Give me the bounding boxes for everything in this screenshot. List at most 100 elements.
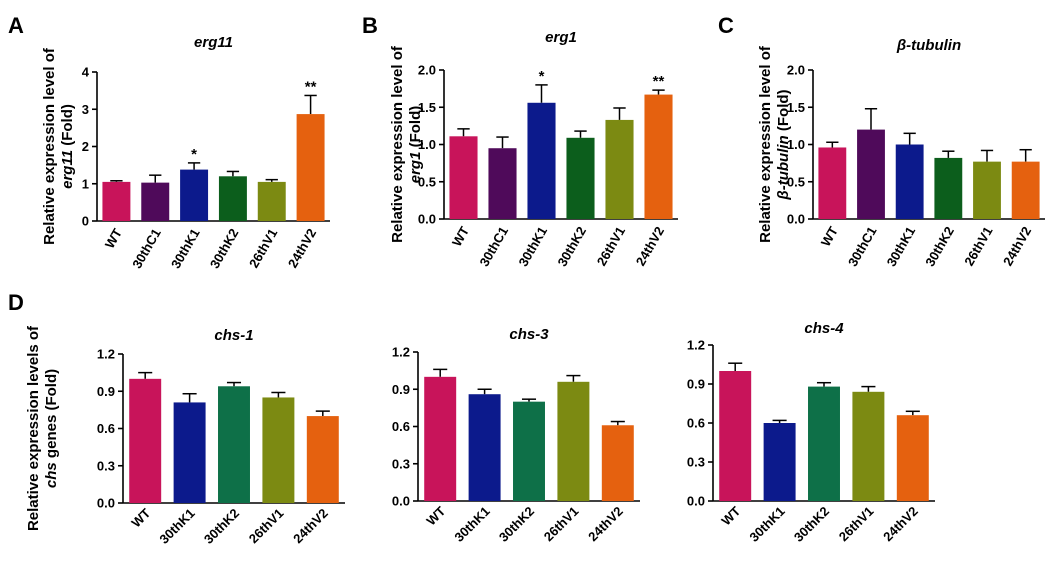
bar bbox=[852, 391, 885, 501]
y-axis-label: Relative expression level oferg11 (Fold) bbox=[41, 47, 76, 245]
x-tick-label: 24thV2 bbox=[285, 226, 319, 270]
x-tick-label: 30thC1 bbox=[845, 224, 880, 269]
y-tick-label: 0.9 bbox=[97, 384, 115, 399]
bar bbox=[257, 181, 286, 221]
x-tick-label: 26thV1 bbox=[836, 504, 877, 545]
bar bbox=[129, 378, 162, 503]
x-tick-label: 26thV1 bbox=[246, 506, 287, 547]
bar bbox=[102, 181, 131, 221]
x-tick-label: 26thV1 bbox=[961, 224, 995, 268]
x-tick-label: 30thK1 bbox=[156, 506, 197, 547]
x-tick-label: 30thK2 bbox=[201, 506, 242, 547]
x-tick-label: 30thK2 bbox=[496, 504, 537, 545]
y-tick-label: 1.0 bbox=[418, 137, 436, 152]
bar bbox=[605, 119, 634, 219]
y-tick-label: 1.2 bbox=[687, 338, 705, 353]
bar bbox=[449, 136, 478, 219]
x-tick-label: 30thK1 bbox=[515, 224, 550, 269]
significance-label: ** bbox=[305, 78, 317, 95]
panel-letter-d: D bbox=[8, 290, 24, 315]
bar bbox=[218, 386, 250, 503]
y-axis-label-part: β-tubulin bbox=[775, 135, 792, 200]
y-tick-label: 1.2 bbox=[97, 347, 115, 362]
y-tick-label: 0.0 bbox=[787, 212, 805, 227]
y-axis-label-line: erg1 (Fold) bbox=[407, 106, 424, 184]
chart-title: chs-3 bbox=[509, 326, 549, 343]
bar bbox=[566, 137, 595, 219]
bar bbox=[895, 144, 924, 219]
y-tick-label: 4 bbox=[82, 65, 90, 80]
x-tick-label: WT bbox=[718, 503, 743, 528]
bar bbox=[468, 394, 501, 501]
x-tick-label: 30thK2 bbox=[791, 504, 832, 545]
x-tick-label: 30thK1 bbox=[884, 224, 919, 269]
y-tick-label: 2.0 bbox=[418, 63, 436, 78]
y-axis-label: Relative expression level oferg1 (Fold) bbox=[389, 45, 424, 243]
bar bbox=[513, 401, 545, 501]
y-tick-label: 1.0 bbox=[787, 137, 805, 152]
bar bbox=[818, 147, 847, 219]
significance-label: ** bbox=[653, 73, 665, 90]
y-tick-label: 0.5 bbox=[418, 174, 436, 189]
x-tick-label: 30thK1 bbox=[746, 504, 787, 545]
y-tick-label: 0.0 bbox=[97, 496, 115, 511]
y-axis-label-line: Relative expression level of bbox=[41, 47, 58, 245]
bar bbox=[141, 182, 170, 221]
significance-label: * bbox=[539, 68, 545, 85]
chart-5: chs-4 0.0 0.3 0.6 0.9 1.2 WT 30thK1 30thK2 26thV1… bbox=[687, 320, 935, 545]
y-tick-label: 0.0 bbox=[392, 494, 410, 509]
chart-title: chs-1 bbox=[214, 327, 253, 344]
y-axis-label: Relative expression level ofβ-tubulin (F… bbox=[757, 45, 792, 243]
y-axis-label-part: erg11 bbox=[59, 150, 76, 189]
bar bbox=[934, 157, 963, 219]
y-tick-label: 0 bbox=[82, 214, 89, 229]
bar bbox=[1011, 161, 1040, 219]
chart-title: chs-4 bbox=[804, 320, 844, 337]
y-tick-label: 0.6 bbox=[392, 419, 410, 434]
bar bbox=[644, 94, 673, 219]
y-tick-label: 0.5 bbox=[787, 174, 805, 189]
x-tick-label: WT bbox=[449, 224, 472, 249]
bar bbox=[306, 416, 339, 503]
bar bbox=[601, 425, 634, 501]
y-tick-label: 2.0 bbox=[787, 63, 805, 78]
x-tick-label: 30thC1 bbox=[129, 226, 164, 271]
x-tick-label: 30thK2 bbox=[207, 226, 242, 271]
bar bbox=[763, 423, 796, 501]
chart-title: β-tubulin bbox=[896, 37, 961, 54]
bar bbox=[719, 371, 752, 501]
y-tick-label: 0.9 bbox=[392, 382, 410, 397]
y-tick-label: 0.3 bbox=[97, 458, 115, 473]
x-tick-label: 30thC1 bbox=[476, 224, 511, 269]
x-tick-label: 26thV1 bbox=[594, 224, 628, 268]
y-axis-label-line: erg11 (Fold) bbox=[59, 104, 76, 189]
x-tick-label: 26thV1 bbox=[246, 226, 280, 270]
bar bbox=[973, 161, 1001, 219]
chart-title: erg11 bbox=[194, 34, 233, 51]
chart-title: erg1 bbox=[545, 29, 577, 46]
bar bbox=[262, 397, 295, 503]
chart-4: chs-3 0.0 0.3 0.6 0.9 1.2 WT 30thK1 30thK2 26thV1… bbox=[392, 326, 640, 545]
y-tick-label: 1.5 bbox=[418, 100, 436, 115]
chart-1: erg1 Relative expression level oferg1 (Fo… bbox=[389, 29, 678, 269]
chart-3: chs-1 Relative expression levels ofchs ge… bbox=[25, 325, 345, 547]
panel-letter-c: C bbox=[718, 13, 734, 38]
y-tick-label: 2 bbox=[82, 139, 89, 154]
y-axis-label: Relative expression levels ofchs genes (… bbox=[25, 325, 60, 531]
y-tick-label: 1.2 bbox=[392, 345, 410, 360]
x-tick-label: 30thK2 bbox=[922, 224, 957, 269]
bar bbox=[296, 114, 325, 221]
y-axis-label-line: β-tubulin (Fold) bbox=[775, 89, 792, 200]
x-tick-label: 24thV2 bbox=[633, 224, 667, 268]
y-tick-label: 3 bbox=[82, 102, 89, 117]
y-axis-label-part: chs bbox=[43, 462, 60, 488]
y-tick-label: 0.6 bbox=[687, 416, 705, 431]
bar bbox=[808, 386, 840, 501]
y-axis-label-line: Relative expression level of bbox=[757, 45, 774, 243]
x-tick-label: WT bbox=[102, 226, 125, 251]
y-axis-label-line: chs genes (Fold) bbox=[43, 369, 60, 488]
